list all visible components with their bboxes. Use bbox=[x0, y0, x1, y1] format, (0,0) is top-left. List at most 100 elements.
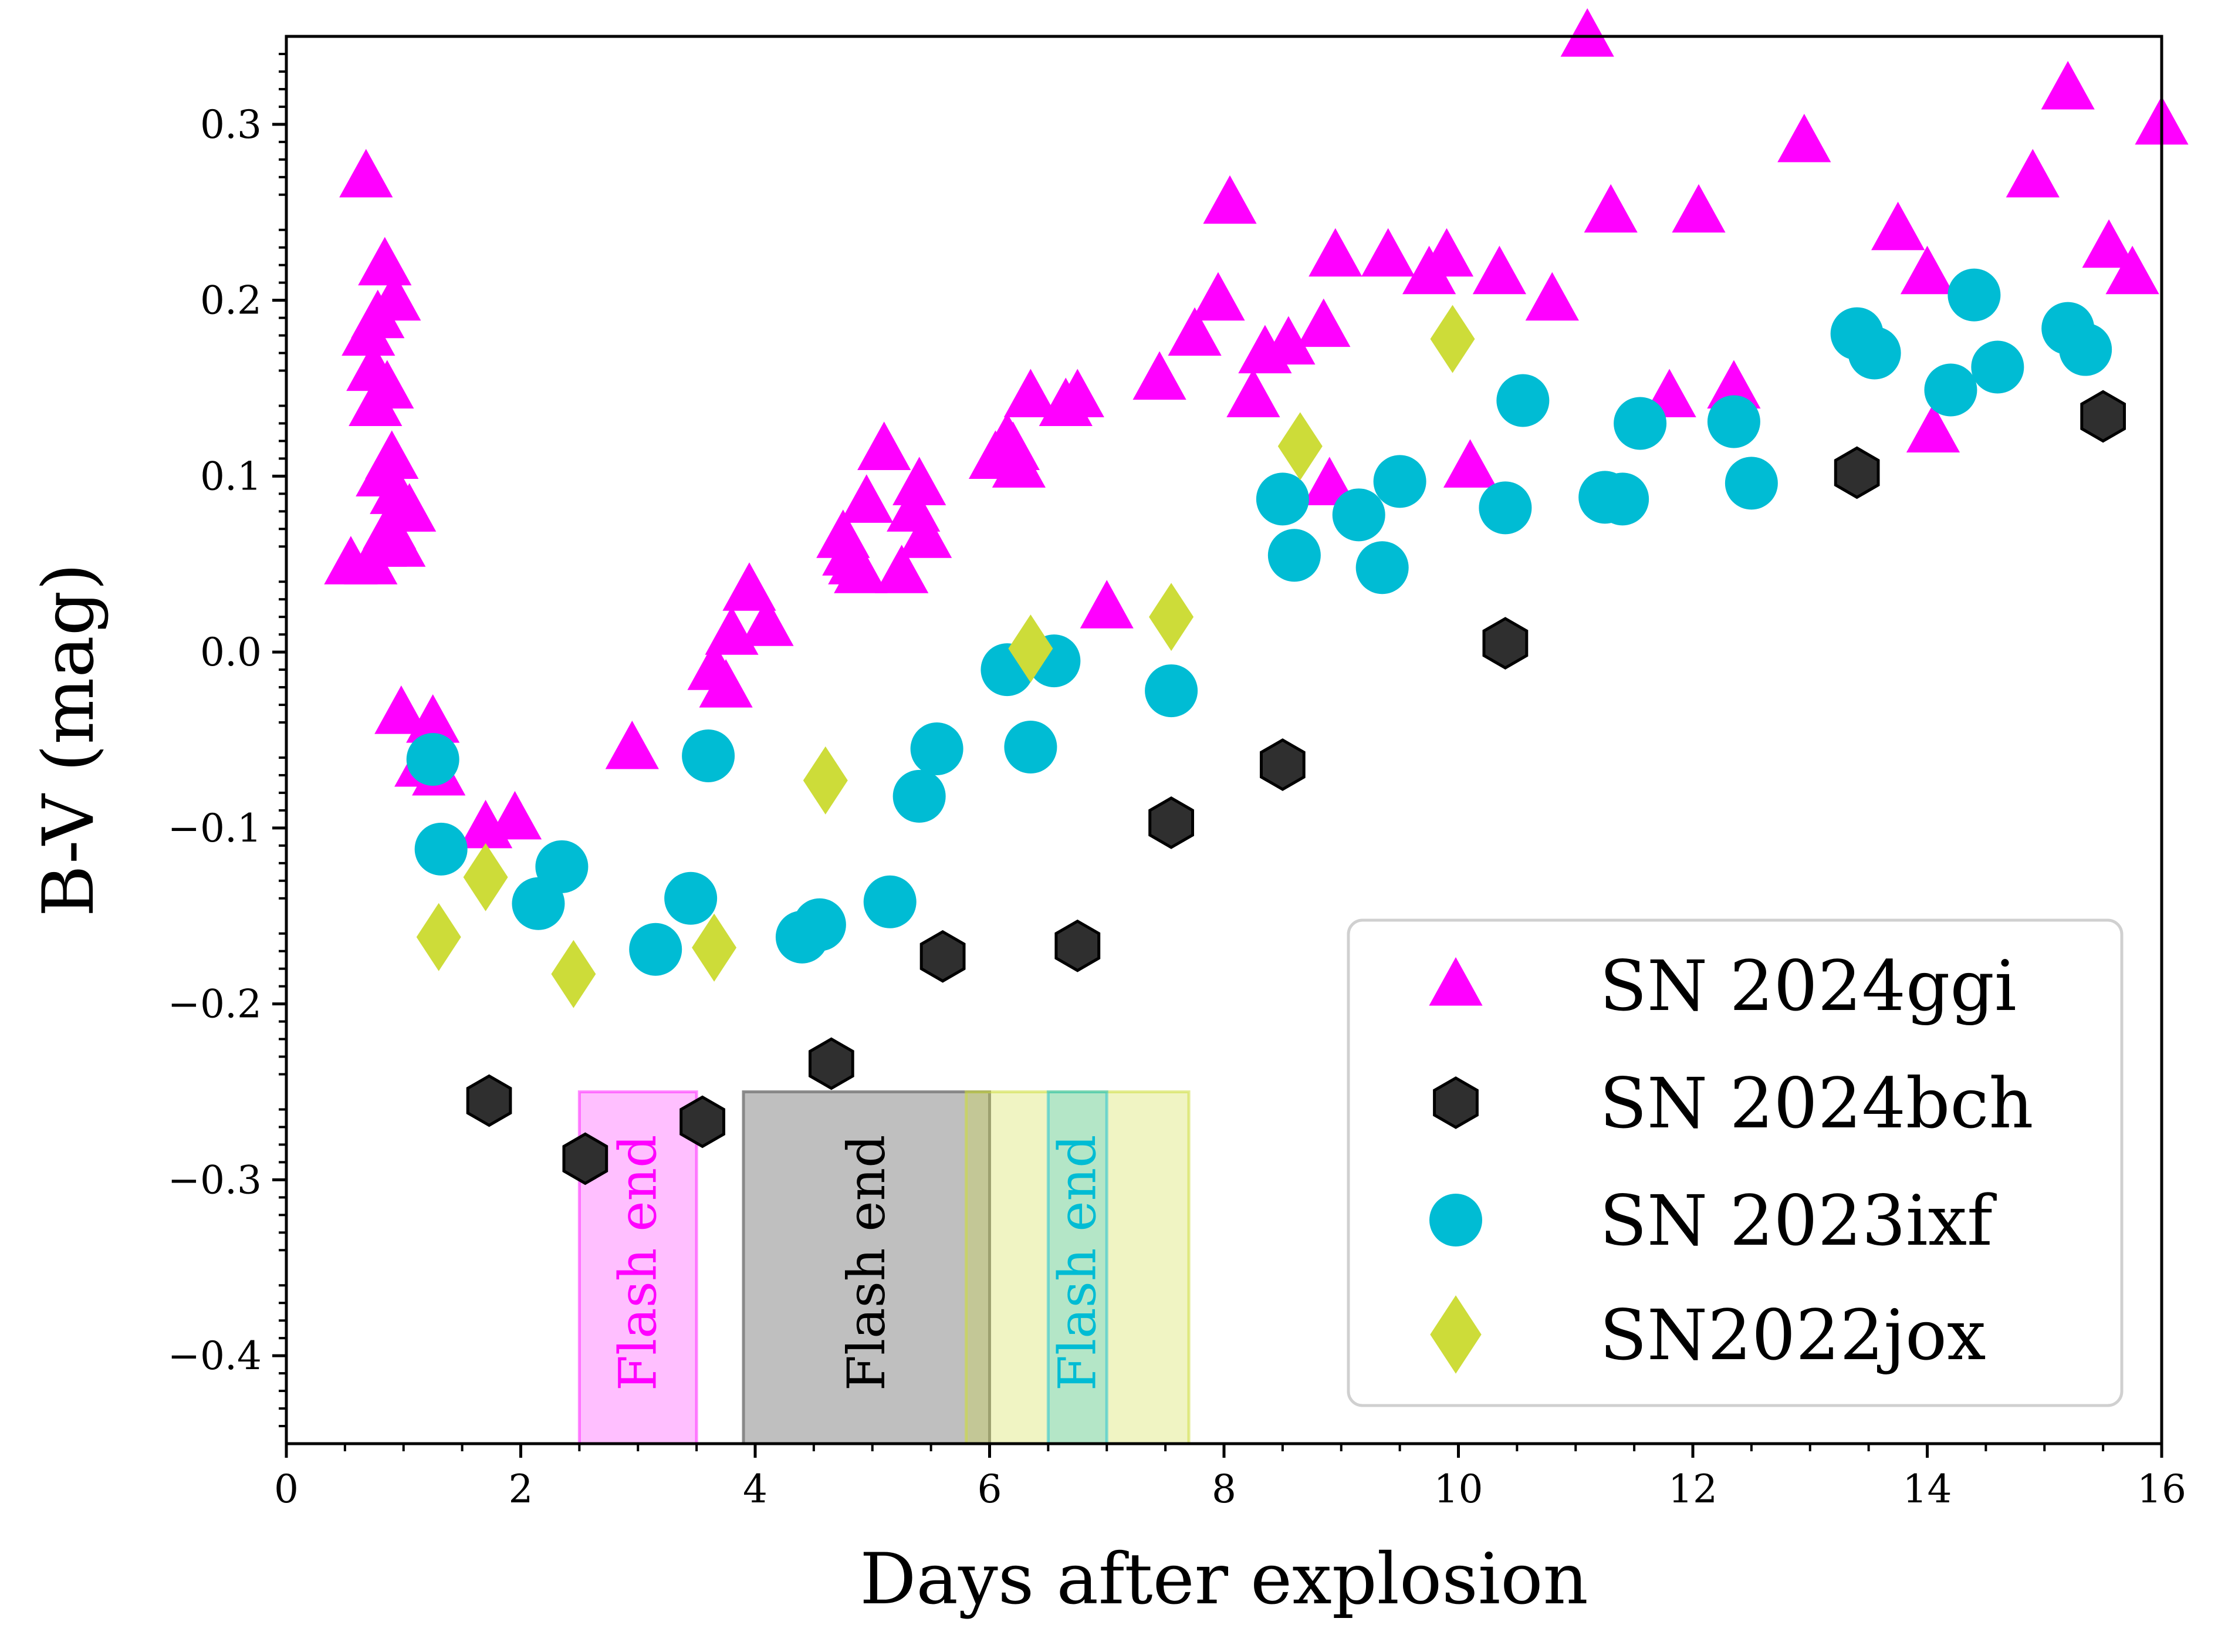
y-tick-label: 0.2 bbox=[200, 278, 262, 323]
data-point bbox=[892, 769, 946, 823]
data-point bbox=[1203, 175, 1257, 224]
y-tick-label: −0.1 bbox=[168, 806, 262, 851]
data-point bbox=[1373, 455, 1426, 508]
data-point bbox=[699, 659, 753, 708]
data-point bbox=[1871, 201, 1925, 251]
series-0 bbox=[324, 8, 2189, 849]
data-point bbox=[664, 871, 718, 925]
data-point bbox=[339, 148, 393, 198]
data-point bbox=[1168, 307, 1222, 356]
legend-marker-diamond bbox=[1430, 1295, 1482, 1374]
data-point bbox=[840, 474, 894, 523]
x-tick-label: 8 bbox=[1212, 1467, 1236, 1512]
legend-frame bbox=[1347, 918, 2124, 1407]
data-point bbox=[1947, 268, 2001, 322]
data-point bbox=[793, 898, 846, 951]
data-point bbox=[1303, 457, 1357, 505]
data-point bbox=[1132, 351, 1186, 400]
x-tick-label: 12 bbox=[1668, 1467, 1717, 1512]
legend-label: SN 2024bch bbox=[1600, 1063, 2034, 1144]
legend-marker-circle bbox=[1429, 1194, 1482, 1246]
data-point bbox=[992, 439, 1046, 488]
data-point bbox=[2059, 323, 2112, 376]
legend-marker-hexagon bbox=[1433, 1076, 1479, 1129]
data-point bbox=[1148, 796, 1194, 849]
data-point bbox=[562, 1132, 608, 1185]
data-point bbox=[1054, 919, 1101, 972]
data-point bbox=[406, 732, 459, 786]
flash-end-band-1 bbox=[742, 1090, 992, 1445]
data-point bbox=[863, 875, 917, 928]
data-point bbox=[1725, 457, 1778, 510]
data-point bbox=[2006, 148, 2060, 198]
data-point bbox=[875, 545, 929, 593]
series-3 bbox=[416, 305, 1475, 1008]
flash-end-bands: Flash end Flash end Flash end bbox=[577, 1090, 1191, 1445]
data-point bbox=[466, 1074, 512, 1127]
legend-entry: SN 2024ggi bbox=[1429, 945, 2017, 1026]
x-tick-label: 0 bbox=[274, 1467, 299, 1512]
data-point bbox=[488, 790, 542, 840]
x-tick-label: 14 bbox=[1903, 1467, 1952, 1512]
data-point bbox=[1080, 580, 1134, 629]
legend: SN 2024ggi SN 2024bch SN 2023ixf SN2022jox bbox=[1347, 918, 2124, 1407]
data-point bbox=[679, 1095, 725, 1148]
data-point bbox=[1332, 488, 1385, 542]
data-point bbox=[1003, 369, 1057, 417]
data-point bbox=[1226, 369, 1280, 417]
data-point bbox=[834, 545, 888, 593]
data-point bbox=[1525, 272, 1579, 321]
data-point bbox=[1419, 228, 1474, 277]
legend-marker-triangle bbox=[1429, 957, 1483, 1006]
data-point bbox=[892, 457, 946, 505]
data-point bbox=[358, 237, 412, 286]
x-axis-label: Days after explosion bbox=[860, 1539, 1588, 1620]
data-point bbox=[1260, 738, 1306, 791]
data-point bbox=[367, 272, 421, 321]
data-point bbox=[2105, 245, 2159, 295]
data-point bbox=[1584, 184, 1638, 233]
data-point bbox=[1472, 245, 1526, 295]
data-point bbox=[857, 421, 911, 470]
data-point bbox=[535, 840, 589, 893]
y-tick-label: −0.3 bbox=[168, 1157, 262, 1202]
y-tick-label: 0.0 bbox=[200, 630, 262, 675]
y-tick-label: −0.2 bbox=[168, 982, 262, 1027]
x-tick-label: 6 bbox=[978, 1467, 1002, 1512]
y-axis-label: B-V (mag) bbox=[28, 563, 110, 917]
data-point bbox=[1971, 340, 2024, 394]
data-point bbox=[605, 721, 659, 769]
flash-end-label-3: Flash end bbox=[1047, 1135, 1107, 1391]
data-point bbox=[372, 518, 426, 567]
data-point bbox=[416, 903, 461, 971]
data-point bbox=[414, 822, 468, 876]
data-point bbox=[2082, 219, 2136, 268]
data-point bbox=[809, 1037, 854, 1090]
legend-label: SN2022jox bbox=[1600, 1295, 1986, 1376]
data-point bbox=[1355, 541, 1409, 594]
data-point bbox=[1008, 614, 1053, 683]
data-point bbox=[406, 694, 460, 743]
data-point bbox=[1672, 184, 1726, 233]
data-point bbox=[1267, 529, 1321, 582]
x-tick-label: 2 bbox=[509, 1467, 533, 1512]
data-point bbox=[1361, 228, 1415, 277]
data-point bbox=[1050, 369, 1104, 417]
y-tick-label: 0.3 bbox=[200, 102, 262, 147]
data-point bbox=[1482, 617, 1529, 670]
x-tick-label: 16 bbox=[2137, 1467, 2186, 1512]
data-point bbox=[898, 509, 952, 558]
data-point bbox=[360, 360, 414, 409]
data-point bbox=[803, 746, 848, 815]
data-point bbox=[629, 923, 682, 976]
data-point bbox=[1848, 326, 1901, 380]
data-point bbox=[722, 562, 776, 611]
data-point bbox=[1191, 272, 1245, 321]
data-point bbox=[2041, 60, 2095, 110]
data-point bbox=[1262, 316, 1316, 365]
legend-entry: SN2022jox bbox=[1430, 1295, 1986, 1376]
legend-label: SN 2023ixf bbox=[1600, 1180, 1997, 1261]
data-point bbox=[1479, 481, 1532, 535]
x-tick-label: 10 bbox=[1434, 1467, 1483, 1512]
